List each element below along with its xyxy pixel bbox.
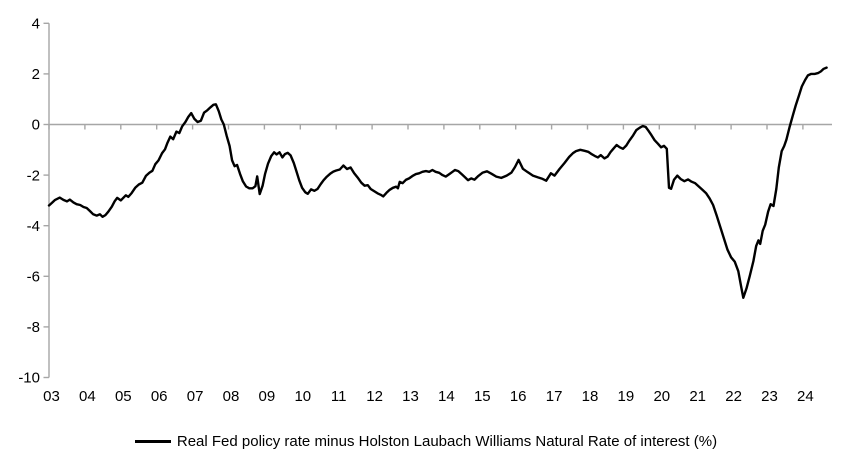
x-axis-tick-label: 05: [115, 388, 132, 405]
legend: Real Fed policy rate minus Holston Lauba…: [0, 429, 852, 453]
x-axis-tick-label: 07: [187, 388, 204, 405]
x-axis-tick-label: 03: [43, 388, 60, 405]
x-axis-tick-label: 21: [689, 388, 706, 405]
y-axis-tick-label: 2: [32, 66, 40, 83]
x-axis-tick-label: 24: [797, 388, 814, 405]
x-axis-tick-label: 12: [366, 388, 383, 405]
y-axis-tick-label: -8: [27, 319, 40, 336]
y-axis-tick-label: 4: [32, 16, 40, 33]
x-axis-tick-label: 09: [259, 388, 276, 405]
x-axis-tick-label: 13: [402, 388, 419, 405]
legend-label: Real Fed policy rate minus Holston Lauba…: [176, 432, 718, 450]
y-axis-tick-label: 0: [32, 117, 40, 134]
series-line: [47, 66, 828, 299]
x-axis-tick-label: 08: [223, 388, 240, 405]
y-axis-tick-label: -6: [27, 269, 40, 286]
x-axis-tick-label: 14: [438, 388, 455, 405]
y-axis-tick-label: -2: [27, 167, 40, 184]
x-axis-tick-label: 06: [151, 388, 168, 405]
legend-line-swatch: [134, 439, 171, 443]
x-axis-tick-label: 20: [653, 388, 670, 405]
y-axis-tick-label: -10: [18, 370, 40, 387]
x-axis-tick-label: 19: [618, 388, 635, 405]
y-axis-tick-label: -4: [27, 218, 40, 235]
x-axis-tick-label: 15: [474, 388, 491, 405]
x-axis-tick-label: 18: [582, 388, 599, 405]
x-axis-tick-label: 17: [546, 388, 563, 405]
x-axis-tick-label: 16: [510, 388, 527, 405]
x-axis-tick-label: 11: [331, 388, 347, 405]
x-axis-tick-label: 10: [294, 388, 311, 405]
x-axis-tick-label: 22: [725, 388, 742, 405]
x-axis-tick-label: 04: [79, 388, 96, 405]
x-axis-tick-label: 23: [761, 388, 778, 405]
